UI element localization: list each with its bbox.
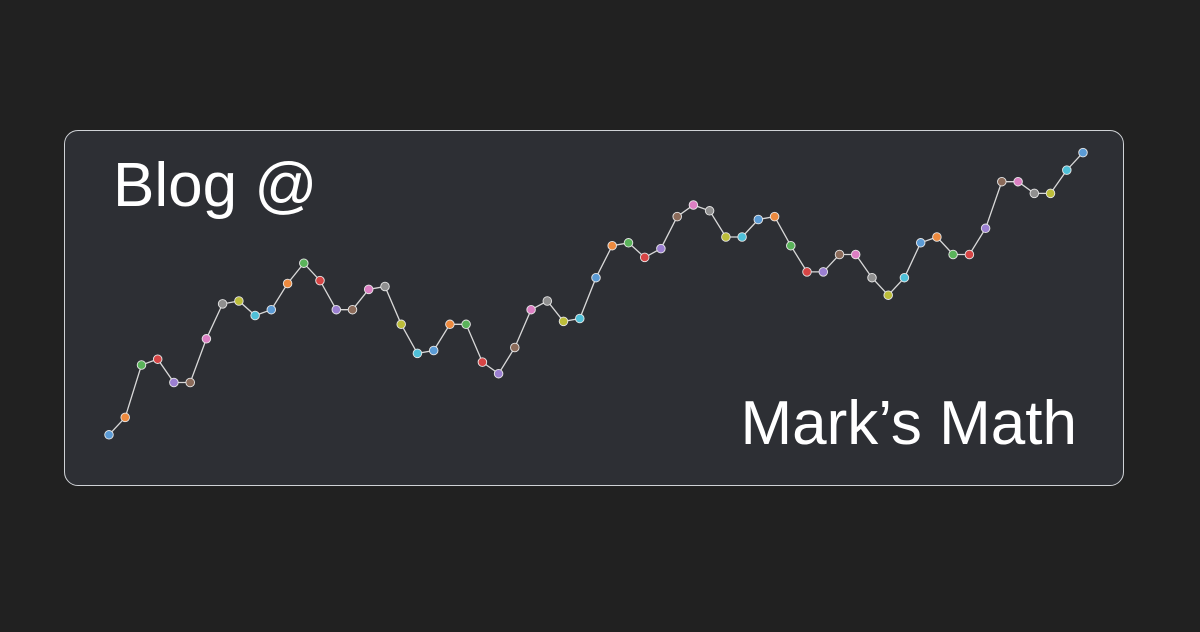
walk-point bbox=[461, 319, 471, 330]
walk-point bbox=[445, 319, 455, 330]
walk-point bbox=[120, 412, 130, 423]
walk-point bbox=[980, 223, 991, 234]
banner-title: Blog @ bbox=[113, 151, 318, 220]
walk-point bbox=[315, 275, 325, 286]
walk-point bbox=[234, 296, 244, 306]
banner-subtitle: Mark’s Math bbox=[740, 389, 1078, 458]
walk-point bbox=[558, 316, 569, 327]
random-walk-chart bbox=[104, 147, 1088, 440]
walk-point bbox=[672, 211, 682, 222]
walk-point bbox=[769, 211, 780, 222]
walk-point bbox=[623, 238, 634, 248]
walk-point bbox=[639, 252, 650, 263]
walk-point bbox=[1045, 188, 1056, 199]
walk-point bbox=[964, 249, 975, 260]
blog-banner-card: Blog @ Mark’s Math bbox=[64, 130, 1124, 486]
walk-point bbox=[493, 368, 504, 379]
chart-points-layer bbox=[104, 147, 1088, 440]
walk-point bbox=[542, 296, 553, 306]
walk-point bbox=[266, 304, 277, 315]
walk-point bbox=[802, 267, 812, 277]
walk-point bbox=[347, 304, 358, 315]
walk-point bbox=[688, 200, 699, 210]
walk-point bbox=[932, 232, 942, 242]
walk-point bbox=[136, 360, 147, 370]
walk-point bbox=[363, 284, 374, 295]
walk-point bbox=[1078, 147, 1088, 158]
walk-point bbox=[250, 310, 260, 321]
walk-point bbox=[948, 249, 958, 260]
walk-point bbox=[834, 249, 845, 260]
walk-point bbox=[867, 272, 877, 283]
walk-point bbox=[997, 176, 1007, 187]
walk-point bbox=[380, 281, 390, 292]
walk-point bbox=[412, 348, 423, 359]
walk-point bbox=[396, 319, 406, 330]
walk-point bbox=[818, 267, 829, 277]
walk-point bbox=[737, 232, 747, 242]
walk-point bbox=[299, 258, 309, 268]
walk-point bbox=[104, 430, 114, 440]
walk-point bbox=[477, 357, 488, 367]
walk-point bbox=[217, 299, 228, 309]
walk-point bbox=[607, 240, 617, 251]
walk-point bbox=[1062, 165, 1072, 175]
walk-point bbox=[1029, 188, 1040, 199]
walk-point bbox=[201, 334, 212, 344]
walk-point bbox=[282, 278, 293, 289]
walk-point bbox=[526, 304, 536, 315]
walk-point bbox=[899, 272, 910, 283]
walk-point bbox=[656, 243, 666, 254]
walk-point bbox=[510, 342, 520, 353]
walk-point bbox=[185, 377, 195, 388]
walk-point bbox=[152, 354, 163, 364]
walk-point bbox=[1013, 176, 1023, 187]
walk-point bbox=[753, 214, 764, 225]
walk-point bbox=[850, 249, 861, 260]
walk-point bbox=[721, 232, 731, 242]
walk-point bbox=[915, 238, 926, 248]
walk-point bbox=[331, 304, 342, 315]
walk-point bbox=[169, 377, 179, 388]
walk-point bbox=[704, 206, 715, 216]
walk-point bbox=[786, 240, 796, 251]
walk-point bbox=[883, 290, 893, 300]
walk-point bbox=[575, 313, 585, 324]
walk-point bbox=[591, 272, 601, 283]
walk-point bbox=[428, 345, 439, 356]
